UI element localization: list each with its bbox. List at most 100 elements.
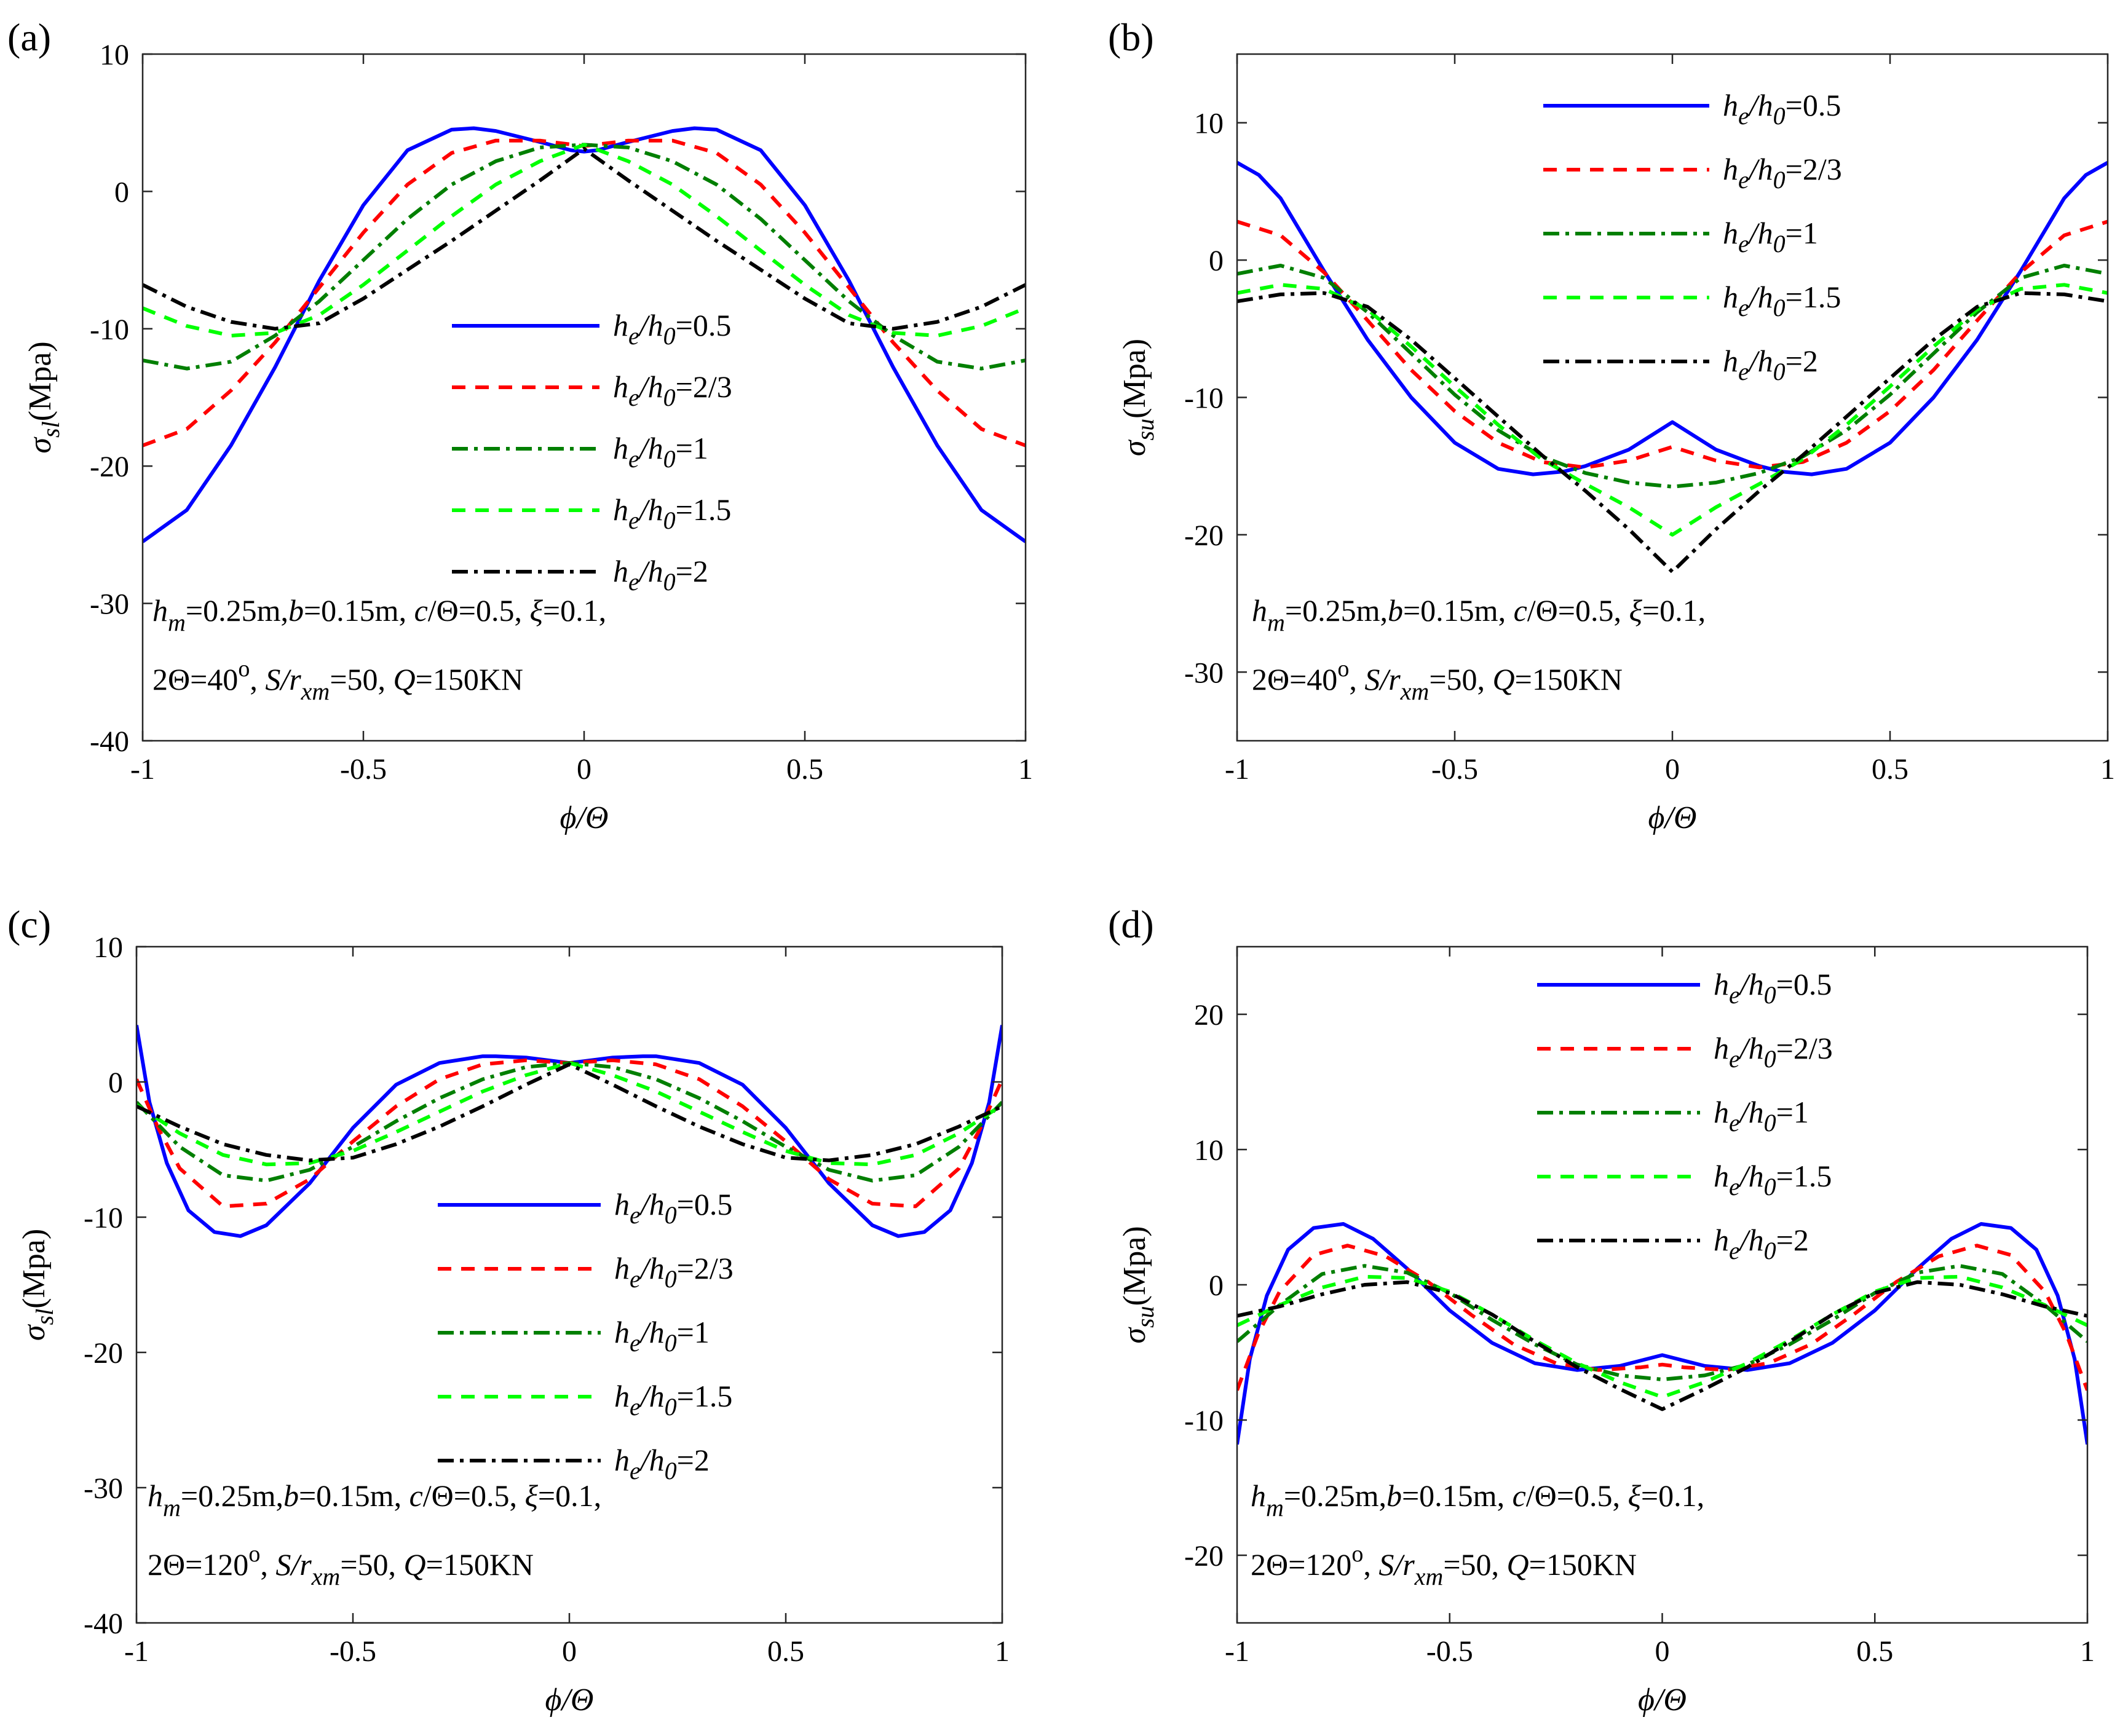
legend: he/h0=0.5 he/h0=2/3 he/h0=1 he/h0=1.5 he/h0=… bbox=[438, 1187, 734, 1485]
chart-panel-b: -1 -0.5 0 0.5 1 -30 -20 -10 0 10 ϕ/Θ σsu(Mpa) (b) he/… bbox=[1108, 15, 2115, 835]
panel-label: (d) bbox=[1108, 902, 1154, 946]
x-tick-label: 0.5 bbox=[1872, 753, 1908, 786]
y-tick-label: -20 bbox=[90, 451, 129, 483]
y-tick-label: 10 bbox=[1194, 108, 1224, 140]
legend-label-r2: he/h0=2 bbox=[614, 1443, 710, 1485]
y-tick-label: -10 bbox=[84, 1202, 123, 1234]
legend: he/h0=0.5 he/h0=2/3 he/h0=1 he/h0=1.5 he/h0=… bbox=[1537, 967, 1833, 1265]
legend-label-r067: he/h0=2/3 bbox=[1714, 1031, 1833, 1073]
parameter-note-line2: 2Θ=40o, S/rxm=50, Q=150KN bbox=[152, 656, 523, 705]
legend-label-r15: he/h0=1.5 bbox=[614, 1379, 732, 1421]
parameter-note-line1: hm=0.25m,b=0.15m, c/Θ=0.5, ξ=0.1, bbox=[152, 593, 606, 636]
legend-label-r067: he/h0=2/3 bbox=[614, 1251, 734, 1293]
y-tick-label: 0 bbox=[1209, 1269, 1224, 1302]
series-line-r05 bbox=[1237, 160, 2108, 476]
legend-label-r05: he/h0=0.5 bbox=[1714, 967, 1832, 1009]
y-axis-label: σsu(Mpa) bbox=[1117, 1226, 1159, 1343]
parameter-note-line1: hm=0.25m,b=0.15m, c/Θ=0.5, ξ=0.1, bbox=[1252, 593, 1706, 636]
parameter-note-line2: 2Θ=120o, S/rxm=50, Q=150KN bbox=[1251, 1541, 1637, 1590]
series-line-r1 bbox=[1237, 1264, 2087, 1381]
series-line-r1 bbox=[1237, 264, 2108, 489]
chart-panel-d: -1 -0.5 0 0.5 1 -20 -10 0 10 20 ϕ/Θ σsu(Mpa) (d) he/h… bbox=[1108, 902, 2095, 1718]
y-tick-label: -30 bbox=[1184, 657, 1224, 689]
legend-label-r1: he/h0=1 bbox=[613, 431, 708, 473]
x-tick-label: -0.5 bbox=[340, 753, 387, 786]
x-tick-label: 0 bbox=[562, 1635, 577, 1668]
legend-label-r2: he/h0=2 bbox=[1714, 1223, 1809, 1265]
x-tick-label: -1 bbox=[124, 1635, 149, 1668]
y-tick-label: 20 bbox=[1194, 999, 1224, 1032]
y-tick-label: -10 bbox=[90, 314, 129, 346]
legend-label-r1: he/h0=1 bbox=[614, 1315, 710, 1357]
legend-label-r05: he/h0=0.5 bbox=[613, 308, 731, 350]
x-axis-label: ϕ/Θ bbox=[560, 800, 609, 835]
x-tick-label: 1 bbox=[1018, 753, 1033, 786]
parameter-note-line2: 2Θ=40o, S/rxm=50, Q=150KN bbox=[1252, 656, 1623, 705]
legend: he/h0=0.5 he/h0=2/3 he/h0=1 he/h0=1.5 he/h0=… bbox=[452, 308, 732, 596]
x-axis-label: ϕ/Θ bbox=[545, 1683, 594, 1718]
legend-label-r15: he/h0=1.5 bbox=[1714, 1159, 1832, 1201]
legend-label-r067: he/h0=2/3 bbox=[613, 369, 732, 411]
y-tick-label: -10 bbox=[1184, 1405, 1224, 1437]
x-axis-label: ϕ/Θ bbox=[1638, 1683, 1687, 1718]
chart-panel-c: -1 -0.5 0 0.5 1 -40 -30 -20 -10 0 10 ϕ/Θ σsl(Mpa) (c)… bbox=[7, 902, 1010, 1718]
series-group bbox=[136, 1025, 1002, 1238]
x-tick-label: -1 bbox=[1225, 1635, 1249, 1668]
x-tick-label: 1 bbox=[995, 1635, 1010, 1668]
parameter-note-line1: hm=0.25m,b=0.15m, c/Θ=0.5, ξ=0.1, bbox=[1251, 1478, 1704, 1521]
y-tick-label: -20 bbox=[1184, 519, 1224, 552]
x-tick-label: -0.5 bbox=[1431, 753, 1478, 786]
legend-label-r05: he/h0=0.5 bbox=[1723, 88, 1841, 130]
x-tick-label: -1 bbox=[130, 753, 155, 786]
y-tick-label: 10 bbox=[93, 931, 123, 964]
y-tick-label: -30 bbox=[84, 1472, 123, 1505]
series-line-r15 bbox=[1237, 1274, 2087, 1399]
legend-label-r15: he/h0=1.5 bbox=[613, 492, 731, 534]
series-line-r05 bbox=[143, 126, 1026, 543]
series-line-r15 bbox=[143, 143, 1026, 337]
series-line-r067 bbox=[1237, 219, 2108, 470]
y-tick-label: 0 bbox=[114, 176, 129, 208]
y-tick-label: -30 bbox=[90, 588, 129, 621]
legend-label-r2: he/h0=2 bbox=[613, 554, 708, 596]
y-axis-label: σsl(Mpa) bbox=[17, 1229, 58, 1341]
series-group bbox=[1237, 160, 2108, 574]
chart-panel-a: -1 -0.5 0 0.5 1 -40 -30 -20 -10 0 10 ϕ/Θ σsl(Mpa) (a)… bbox=[7, 15, 1033, 835]
series-group bbox=[143, 126, 1026, 543]
legend-label-r2: he/h0=2 bbox=[1723, 344, 1818, 385]
legend-label-r1: he/h0=1 bbox=[1723, 216, 1818, 258]
series-line-r2 bbox=[1237, 291, 2108, 574]
x-tick-label: 1 bbox=[2080, 1635, 2095, 1668]
x-tick-label: 1 bbox=[2100, 753, 2115, 786]
y-tick-label: 10 bbox=[100, 39, 129, 71]
legend-label-r15: he/h0=1.5 bbox=[1723, 280, 1841, 322]
legend: he/h0=0.5 he/h0=2/3 he/h0=1 he/h0=1.5 he/h0=… bbox=[1543, 88, 1842, 385]
x-tick-label: -0.5 bbox=[330, 1635, 376, 1668]
y-axis-label: σsl(Mpa) bbox=[23, 341, 65, 453]
y-tick-label: 0 bbox=[108, 1067, 123, 1099]
series-line-r067 bbox=[1237, 1244, 2087, 1391]
series-line-r15 bbox=[136, 1061, 1002, 1167]
x-tick-label: 0.5 bbox=[1856, 1635, 1893, 1668]
panel-label: (c) bbox=[7, 902, 51, 946]
y-tick-label: 0 bbox=[1209, 245, 1224, 277]
series-line-r05 bbox=[1237, 1222, 2087, 1445]
x-tick-label: 0.5 bbox=[786, 753, 823, 786]
y-tick-label: -10 bbox=[1184, 382, 1224, 415]
panel-label: (b) bbox=[1108, 15, 1154, 59]
panel-label: (a) bbox=[7, 15, 51, 59]
y-tick-label: -40 bbox=[90, 725, 129, 758]
y-tick-label: -20 bbox=[1184, 1540, 1224, 1572]
parameter-note-line2: 2Θ=120o, S/rxm=50, Q=150KN bbox=[148, 1541, 534, 1590]
x-tick-label: -1 bbox=[1225, 753, 1249, 786]
legend-label-r067: he/h0=2/3 bbox=[1723, 152, 1842, 194]
x-tick-label: -0.5 bbox=[1426, 1635, 1473, 1668]
series-line-r2 bbox=[1237, 1280, 2087, 1411]
legend-label-r1: he/h0=1 bbox=[1714, 1095, 1809, 1137]
x-tick-label: 0.5 bbox=[767, 1635, 804, 1668]
x-tick-label: 0 bbox=[1665, 753, 1680, 786]
x-tick-label: 0 bbox=[1655, 1635, 1670, 1668]
x-axis-label: ϕ/Θ bbox=[1648, 800, 1697, 835]
